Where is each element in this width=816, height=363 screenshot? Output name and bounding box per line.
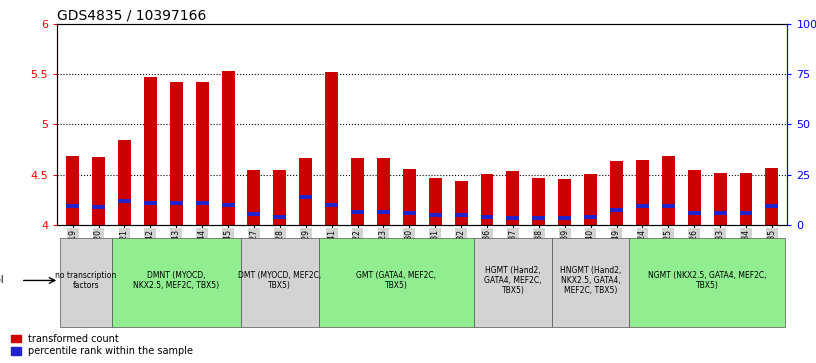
- Bar: [739, 173, 752, 225]
- Bar: [222, 71, 234, 225]
- Text: GDS4835 / 10397166: GDS4835 / 10397166: [57, 8, 206, 23]
- Bar: [325, 203, 338, 207]
- Bar: [144, 77, 157, 225]
- FancyBboxPatch shape: [60, 238, 112, 327]
- Bar: [273, 216, 286, 219]
- Bar: [351, 211, 364, 214]
- Bar: [532, 216, 545, 220]
- Text: DMT (MYOCD, MEF2C,
TBX5): DMT (MYOCD, MEF2C, TBX5): [238, 271, 322, 290]
- FancyBboxPatch shape: [241, 238, 319, 327]
- Bar: [610, 208, 623, 212]
- Bar: [170, 82, 183, 225]
- Text: NGMT (NKX2.5, GATA4, MEF2C,
TBX5): NGMT (NKX2.5, GATA4, MEF2C, TBX5): [648, 271, 766, 290]
- Bar: [636, 160, 649, 225]
- Bar: [584, 174, 597, 225]
- Bar: [247, 170, 260, 225]
- Bar: [377, 211, 390, 214]
- Bar: [247, 212, 260, 216]
- Bar: [428, 213, 441, 217]
- Bar: [610, 160, 623, 225]
- Bar: [118, 199, 131, 203]
- Text: DMNT (MYOCD,
NKX2.5, MEF2C, TBX5): DMNT (MYOCD, NKX2.5, MEF2C, TBX5): [133, 271, 220, 290]
- Bar: [299, 195, 313, 199]
- Bar: [66, 156, 79, 225]
- Bar: [144, 201, 157, 205]
- Bar: [662, 156, 675, 225]
- Bar: [584, 215, 597, 219]
- Bar: [636, 204, 649, 208]
- Bar: [299, 158, 313, 225]
- Text: no transcription
factors: no transcription factors: [55, 271, 116, 290]
- Bar: [662, 204, 675, 208]
- Bar: [739, 212, 752, 215]
- Bar: [481, 215, 494, 219]
- Text: HGMT (Hand2,
GATA4, MEF2C,
TBX5): HGMT (Hand2, GATA4, MEF2C, TBX5): [484, 266, 542, 295]
- Bar: [481, 174, 494, 225]
- Bar: [455, 181, 468, 225]
- Bar: [558, 179, 571, 225]
- Bar: [273, 170, 286, 225]
- Bar: [688, 170, 701, 225]
- Bar: [403, 169, 416, 225]
- FancyBboxPatch shape: [319, 238, 474, 327]
- Bar: [714, 212, 726, 215]
- Bar: [507, 216, 520, 220]
- Bar: [377, 158, 390, 225]
- Bar: [118, 140, 131, 225]
- Text: protocol: protocol: [0, 276, 3, 285]
- Bar: [196, 82, 209, 225]
- FancyBboxPatch shape: [112, 238, 241, 327]
- Bar: [92, 156, 105, 225]
- Bar: [66, 204, 79, 208]
- Bar: [351, 158, 364, 225]
- Text: GMT (GATA4, MEF2C,
TBX5): GMT (GATA4, MEF2C, TBX5): [357, 271, 437, 290]
- Bar: [507, 171, 520, 225]
- Bar: [688, 212, 701, 215]
- Bar: [428, 178, 441, 225]
- Bar: [92, 205, 105, 209]
- Bar: [325, 72, 338, 225]
- FancyBboxPatch shape: [629, 238, 785, 327]
- Bar: [765, 204, 778, 208]
- Bar: [765, 168, 778, 225]
- Text: HNGMT (Hand2,
NKX2.5, GATA4,
MEF2C, TBX5): HNGMT (Hand2, NKX2.5, GATA4, MEF2C, TBX5…: [560, 266, 621, 295]
- Bar: [714, 173, 726, 225]
- Bar: [403, 212, 416, 215]
- Bar: [170, 201, 183, 205]
- Bar: [196, 201, 209, 205]
- Bar: [532, 178, 545, 225]
- Legend: transformed count, percentile rank within the sample: transformed count, percentile rank withi…: [9, 332, 195, 358]
- Bar: [222, 203, 234, 207]
- Bar: [455, 213, 468, 217]
- FancyBboxPatch shape: [474, 238, 552, 327]
- FancyBboxPatch shape: [552, 238, 629, 327]
- Bar: [558, 216, 571, 220]
